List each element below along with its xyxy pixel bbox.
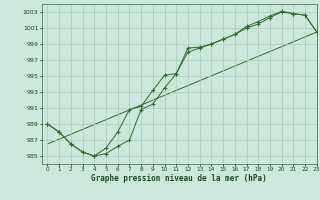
X-axis label: Graphe pression niveau de la mer (hPa): Graphe pression niveau de la mer (hPa) [91, 174, 267, 183]
